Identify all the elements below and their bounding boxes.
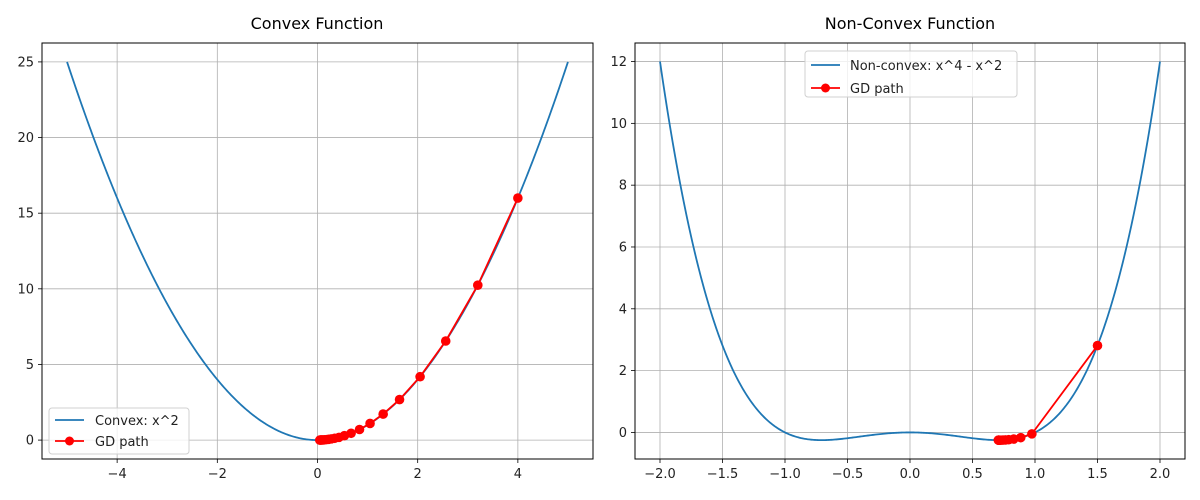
x-tick-label: −4 bbox=[108, 467, 127, 482]
y-tick-label: 2 bbox=[619, 364, 627, 379]
legend-box bbox=[804, 50, 1018, 98]
legend: Non-convex: x^4 - x^2 GD path bbox=[804, 50, 1018, 98]
gd-line bbox=[998, 345, 1099, 442]
gd-point-marker bbox=[1092, 340, 1103, 351]
x-tick-label: 2.0 bbox=[1150, 467, 1171, 482]
gd-point-marker bbox=[378, 409, 388, 419]
gd-line bbox=[319, 197, 519, 441]
x-tick-label: 0.5 bbox=[962, 467, 983, 482]
x-tick-label: −1.5 bbox=[707, 467, 739, 482]
gd-path bbox=[315, 193, 523, 445]
grid-lines bbox=[635, 43, 1185, 459]
x-tick-label: 0.0 bbox=[900, 467, 921, 482]
tick-labels: −4 −2 0 2 4 0 5 10 15 20 25 bbox=[17, 55, 522, 482]
y-tick-label: 6 bbox=[619, 240, 627, 255]
y-tick-label: 12 bbox=[610, 55, 627, 70]
y-tick-label: 20 bbox=[17, 131, 34, 146]
grid-lines bbox=[42, 43, 593, 459]
legend: Convex: x^2 GD path bbox=[48, 407, 190, 455]
tick-labels: −2.0 −1.5 −1.0 −0.5 0.0 0.5 1.0 1.5 2.0 0 2 4 6 8 10 12 bbox=[610, 55, 1170, 482]
x-tick-label: −2 bbox=[208, 467, 227, 482]
gd-point-marker bbox=[315, 435, 325, 445]
gd-point-marker bbox=[1027, 429, 1037, 439]
marker-icon bbox=[65, 436, 74, 446]
gd-point-marker bbox=[415, 371, 425, 382]
nonconvex-chart: Non-Convex Function −2.0 −1.5 −1.0 −0.5 0.0 0… bbox=[610, 14, 1186, 482]
y-tick-label: 10 bbox=[610, 117, 627, 132]
x-tick-label: 1.5 bbox=[1087, 467, 1108, 482]
gd-point-marker bbox=[472, 280, 483, 290]
gd-point-marker bbox=[440, 336, 451, 346]
y-tick-label: 25 bbox=[17, 55, 34, 70]
gd-path bbox=[993, 340, 1103, 445]
y-tick-label: 8 bbox=[619, 179, 627, 194]
chart-title: Convex Function bbox=[251, 14, 384, 33]
y-tick-label: 0 bbox=[619, 426, 627, 441]
legend-label: GD path bbox=[850, 82, 904, 97]
marker-icon bbox=[821, 83, 830, 93]
y-tick-label: 5 bbox=[26, 358, 34, 373]
gd-point-marker bbox=[394, 394, 405, 405]
y-tick-label: 4 bbox=[619, 302, 627, 317]
axes-frame bbox=[634, 42, 1186, 460]
x-tick-label: 2 bbox=[414, 467, 422, 482]
y-tick-label: 0 bbox=[26, 434, 34, 449]
chart-title: Non-Convex Function bbox=[825, 14, 995, 33]
x-tick-label: 1.0 bbox=[1025, 467, 1046, 482]
gd-point-marker bbox=[354, 424, 365, 435]
gd-point-marker bbox=[513, 193, 523, 203]
nonconvex-curve bbox=[659, 61, 1161, 442]
x-tick-label: −1.0 bbox=[769, 467, 801, 482]
axes-frame bbox=[41, 42, 594, 460]
legend-label: Non-convex: x^4 - x^2 bbox=[850, 59, 1002, 74]
x-tick-label: −2.0 bbox=[644, 467, 676, 482]
legend-label: Convex: x^2 bbox=[95, 414, 179, 429]
gd-point-marker bbox=[365, 418, 375, 429]
y-tick-label: 15 bbox=[17, 207, 34, 222]
x-tick-label: 0 bbox=[313, 467, 321, 482]
convex-chart: Convex Function −4 −2 0 2 4 0 5 10 15 20 25 Convex… bbox=[17, 14, 594, 482]
legend-label: GD path bbox=[95, 435, 149, 450]
x-tick-label: 4 bbox=[514, 467, 522, 482]
x-tick-label: −0.5 bbox=[832, 467, 864, 482]
y-tick-label: 10 bbox=[17, 282, 34, 297]
gd-point-marker bbox=[993, 435, 1004, 445]
